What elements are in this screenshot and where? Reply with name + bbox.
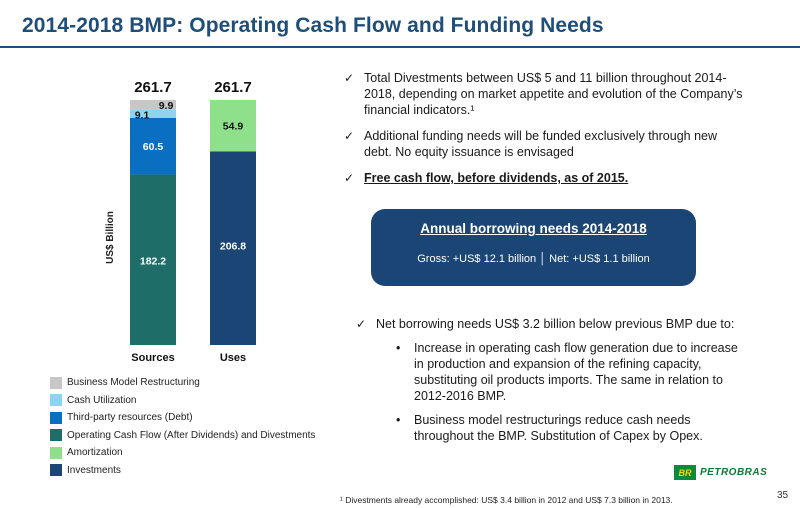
net-borrowing-reason: • Increase in operating cash flow genera… <box>396 340 751 404</box>
data-label: 9.9 <box>159 100 174 112</box>
footnote: ¹ Divestments already accomplished: US$ … <box>340 495 673 505</box>
bar-segment <box>210 151 256 345</box>
data-label: 206.8 <box>220 240 246 252</box>
key-point-text: Free cash flow, before dividends, as of … <box>364 171 629 185</box>
bar-segment <box>130 100 176 110</box>
legend-label: Investments <box>67 464 121 476</box>
data-label: 54.9 <box>223 121 244 133</box>
key-points: ✓ Total Divestments between US$ 5 and 11… <box>344 70 744 196</box>
data-label: 9.1 <box>135 110 150 122</box>
borrowing-needs-box: Annual borrowing needs 2014-2018 Gross: … <box>371 209 696 286</box>
net-borrowing-head-text: Net borrowing needs US$ 3.2 billion belo… <box>376 317 735 331</box>
legend-swatch <box>50 411 62 424</box>
legend-label: Cash Utilization <box>67 394 137 406</box>
legend-item: Cash Utilization <box>50 392 315 410</box>
y-axis-label: US$ Billion <box>105 211 116 264</box>
category-label: Sources <box>131 352 174 364</box>
category-label: Uses <box>220 352 246 364</box>
net-borrowing-reason-text: Increase in operating cash flow generati… <box>414 341 738 403</box>
net-borrowing-reason-text: Business model restructurings reduce cas… <box>414 413 703 443</box>
legend-swatch <box>50 394 62 407</box>
legend-swatch <box>50 429 62 442</box>
key-point-divestments: ✓ Total Divestments between US$ 5 and 11… <box>344 70 744 118</box>
funding-stacked-bar-chart: US$ Billion Sources 261.7 Uses 261.7 182.2 60.… <box>105 79 256 364</box>
net-borrowing-head: ✓ Net borrowing needs US$ 3.2 billion be… <box>356 316 756 332</box>
legend-swatch <box>50 446 62 459</box>
title-rule <box>0 46 800 48</box>
net-borrowing-reason: • Business model restructurings reduce c… <box>396 412 751 444</box>
legend-swatch <box>50 376 62 389</box>
legend-item: Third-party resources (Debt) <box>50 409 315 427</box>
bullet-dot-icon: • <box>396 413 401 427</box>
borrowing-needs-values: Gross: +US$ 12.1 billion │ Net: +US$ 1.1… <box>417 253 650 265</box>
data-label: 60.5 <box>143 141 164 153</box>
checkmark-icon: ✓ <box>356 317 367 331</box>
bar-segment <box>210 100 256 152</box>
petrobras-logo-text: PETROBRAS <box>700 467 768 478</box>
legend-item: Amortization <box>50 444 315 462</box>
bar-segment <box>130 117 176 175</box>
key-point-free-cash-flow: ✓ Free cash flow, before dividends, as o… <box>344 170 744 186</box>
legend-label: Business Model Restructuring <box>67 377 200 389</box>
key-point-funding: ✓ Additional funding needs will be funde… <box>344 128 744 160</box>
bullet-dot-icon: • <box>396 341 401 355</box>
legend-label: Third-party resources (Debt) <box>67 412 193 424</box>
legend-label: Amortization <box>67 447 123 459</box>
page-number: 35 <box>777 490 789 501</box>
data-label: 182.2 <box>140 255 166 267</box>
key-point-text: Additional funding needs will be funded … <box>364 129 718 159</box>
legend-swatch <box>50 464 62 477</box>
checkmark-icon: ✓ <box>344 171 355 185</box>
legend-item: Investments <box>50 462 315 480</box>
total-label: 261.7 <box>134 79 172 96</box>
legend-item: Operating Cash Flow (After Dividends) an… <box>50 427 315 445</box>
legend-item: Business Model Restructuring <box>50 374 315 392</box>
checkmark-icon: ✓ <box>344 129 355 143</box>
bar-segment <box>130 109 176 118</box>
page-title: 2014-2018 BMP: Operating Cash Flow and F… <box>22 14 604 37</box>
petrobras-logo-mark: BR <box>674 465 696 480</box>
legend-label: Operating Cash Flow (After Dividends) an… <box>67 429 316 441</box>
net-borrowing-section: ✓ Net borrowing needs US$ 3.2 billion be… <box>356 316 756 452</box>
key-point-text: Total Divestments between US$ 5 and 11 b… <box>364 71 743 117</box>
checkmark-icon: ✓ <box>344 71 355 85</box>
total-label: 261.7 <box>214 79 252 96</box>
bar-segment <box>130 174 176 345</box>
borrowing-needs-title: Annual borrowing needs 2014-2018 <box>420 221 647 236</box>
petrobras-logo: BR PETROBRAS <box>674 465 767 480</box>
chart-legend: Business Model Restructuring Cash Utiliza… <box>50 374 315 479</box>
